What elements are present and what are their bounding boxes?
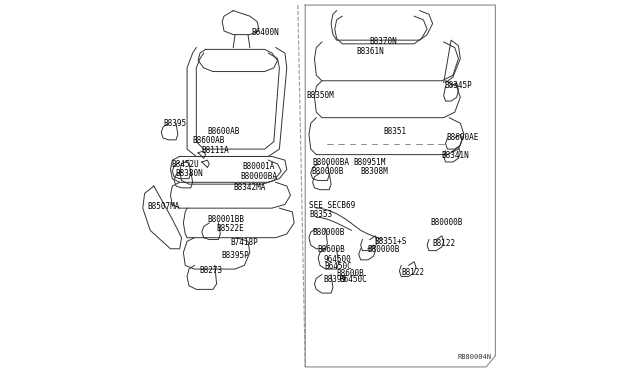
Text: B80000B: B80000B: [367, 246, 399, 254]
Text: B8507MA: B8507MA: [147, 202, 180, 211]
Text: B80001A: B80001A: [243, 162, 275, 171]
Text: B8353: B8353: [309, 210, 332, 219]
Text: B8600AB: B8600AB: [207, 127, 240, 136]
Text: B80000BA: B80000BA: [241, 171, 278, 180]
Text: B8380N: B8380N: [175, 169, 203, 177]
Text: B8361N: B8361N: [356, 48, 384, 57]
Text: B8522E: B8522E: [216, 224, 244, 233]
Text: B8351+S: B8351+S: [374, 237, 407, 246]
Text: B8122: B8122: [433, 239, 456, 248]
Text: B6450C: B6450C: [339, 275, 367, 283]
Text: B8452U: B8452U: [172, 160, 199, 169]
Text: B8342MA: B8342MA: [233, 183, 266, 192]
Text: SEE SECB69: SEE SECB69: [309, 201, 355, 210]
Text: B8600B: B8600B: [336, 269, 364, 278]
Text: B8395: B8395: [163, 119, 186, 128]
Text: B8111A: B8111A: [201, 146, 229, 155]
Text: B80951M: B80951M: [353, 157, 386, 167]
Text: B7418P: B7418P: [230, 238, 259, 247]
Text: 964500: 964500: [324, 254, 351, 264]
Text: B8351: B8351: [383, 127, 406, 136]
Text: B80000B: B80000B: [312, 228, 344, 237]
Text: B8600AE: B8600AE: [446, 133, 479, 142]
Text: B8122: B8122: [401, 267, 424, 276]
Text: B8350M: B8350M: [307, 91, 335, 100]
Text: B8341N: B8341N: [441, 151, 469, 160]
Text: B8345P: B8345P: [445, 81, 472, 90]
Text: B6450C: B6450C: [324, 262, 353, 271]
Text: B80001BB: B80001BB: [207, 215, 244, 224]
Text: B8273: B8273: [199, 266, 222, 275]
Text: B8399: B8399: [323, 275, 346, 283]
Text: B6400N: B6400N: [252, 28, 280, 37]
Text: B8600B: B8600B: [317, 246, 345, 254]
Text: B8308M: B8308M: [360, 167, 388, 176]
Text: B8600AB: B8600AB: [193, 137, 225, 145]
Text: B80000B: B80000B: [430, 218, 463, 227]
Text: B8395P: B8395P: [221, 251, 249, 260]
Text: RB80004N: RB80004N: [458, 353, 492, 359]
Text: B80000B: B80000B: [311, 167, 344, 176]
Text: B80000BA: B80000BA: [312, 157, 349, 167]
Text: B8370N: B8370N: [370, 37, 397, 46]
